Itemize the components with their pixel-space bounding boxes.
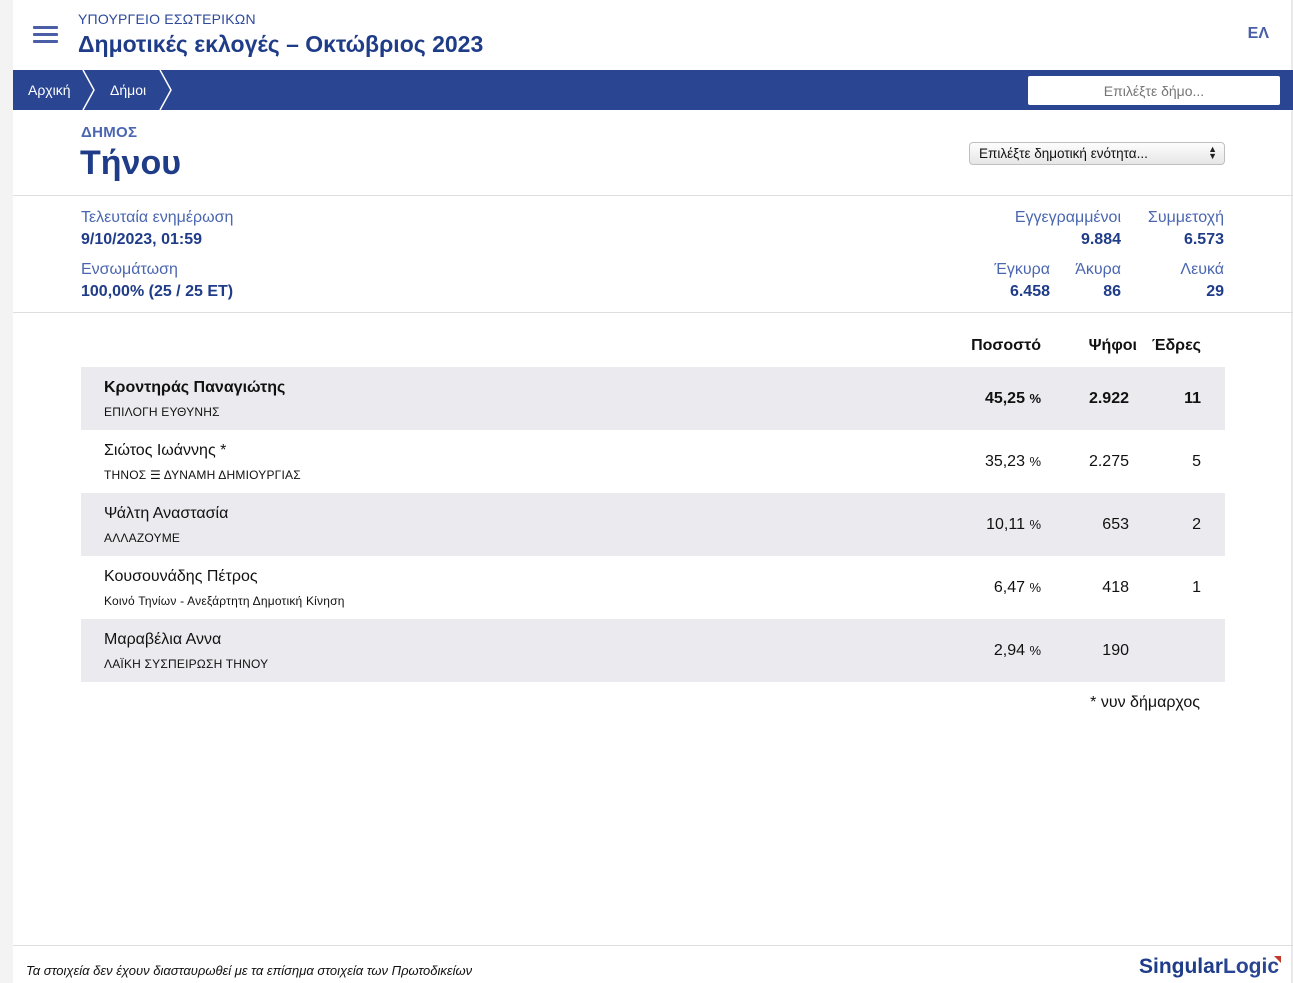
footer-disclaimer: Τα στοιχεία δεν έχουν διασταυρωθεί με τα…	[26, 963, 473, 978]
municipality-label: ΔΗΜΟΣ	[81, 124, 138, 141]
valid-label: Έγκυρα	[994, 261, 1050, 278]
registered-label: Εγγεγραμμένοι	[1014, 209, 1121, 226]
divider	[13, 945, 1293, 946]
divider	[13, 312, 1293, 313]
column-header-votes: Ψήφοι	[1088, 337, 1137, 354]
candidate-seats: 5	[1192, 453, 1201, 470]
language-switch[interactable]: ΕΛ	[1247, 25, 1269, 42]
candidate-party: ΑΛΛΑΖΟΥΜΕ	[104, 531, 181, 545]
column-header-percentage: Ποσοστό	[971, 337, 1041, 354]
candidate-votes: 2.275	[1088, 453, 1129, 470]
municipal-unit-select[interactable]: Επιλέξτε δημοτική ενότητα... ▲ ▼	[969, 142, 1225, 165]
page-title: Δημοτικές εκλογές – Οκτώβριος 2023	[78, 31, 484, 57]
candidate-seats: 11	[1184, 390, 1201, 407]
ministry-name: ΥΠΟΥΡΓΕΙΟ ΕΣΩΤΕΡΙΚΩΝ	[78, 11, 256, 27]
column-header-seats: Έδρες	[1151, 337, 1201, 354]
left-gutter	[0, 0, 13, 983]
chevron-right-icon	[159, 70, 172, 110]
candidate-name: Μαραβέλια Αννα	[104, 631, 222, 648]
municipal-unit-select-value: Επιλέξτε δημοτική ενότητα...	[979, 146, 1148, 161]
candidate-name: Κροντηράς Παναγιώτης	[104, 379, 286, 396]
breadcrumb-home[interactable]: Αρχική	[28, 82, 71, 98]
candidate-votes: 2.922	[1088, 390, 1129, 407]
menu-icon[interactable]	[33, 26, 58, 44]
candidate-name: Κουσουνάδης Πέτρος	[104, 568, 258, 585]
chevron-right-icon	[82, 70, 95, 110]
breadcrumb: Αρχική Δήμοι	[13, 70, 1293, 110]
municipality-name: Τήνου	[80, 144, 182, 182]
breadcrumb-municipalities[interactable]: Δήμοι	[110, 82, 147, 98]
candidate-name: Σιώτος Ιωάννης *	[104, 442, 227, 459]
singularlogic-logo: SingularLogic	[1138, 955, 1281, 978]
candidate-votes: 190	[1102, 642, 1129, 659]
candidate-party: ΕΠΙΛΟΓΗ ΕΥΘΥΝΗΣ	[104, 405, 220, 419]
candidate-party: ΤΗΝΟΣ ☰ ΔΥΝΑΜΗ ΔΗΜΙΟΥΡΓΙΑΣ	[104, 468, 301, 482]
last-update-value: 9/10/2023, 01:59	[81, 231, 202, 248]
candidate-percentage: 6,47 %	[993, 579, 1041, 596]
blank-value: 29	[1206, 283, 1224, 300]
table-row: Κροντηράς Παναγιώτης ΕΠΙΛΟΓΗ ΕΥΘΥΝΗΣ 45,…	[81, 367, 1225, 430]
invalid-label: Άκυρα	[1075, 261, 1121, 278]
blank-label: Λευκά	[1180, 261, 1224, 278]
candidate-percentage: 45,25 %	[984, 390, 1041, 407]
candidate-party: Κοινό Τηνίων - Ανεξάρτητη Δημοτική Κίνησ…	[104, 594, 345, 608]
footnote-current-mayor: * νυν δήμαρχος	[1090, 694, 1200, 711]
table-row: Σιώτος Ιωάννης * ΤΗΝΟΣ ☰ ΔΥΝΑΜΗ ΔΗΜΙΟΥΡΓ…	[81, 430, 1225, 493]
logo-corner-icon	[1274, 956, 1281, 963]
candidate-name: Ψάλτη Αναστασία	[104, 505, 229, 522]
candidate-percentage: 10,11 %	[986, 516, 1041, 533]
turnout-label: Συμμετοχή	[1147, 209, 1224, 226]
integration-label: Ενσωμάτωση	[81, 261, 178, 278]
candidate-votes: 653	[1102, 516, 1129, 533]
valid-value: 6.458	[1009, 283, 1050, 300]
table-row: Μαραβέλια Αννα ΛΑΪΚΗ ΣΥΣΠΕΙΡΩΣΗ ΤΗΝΟΥ 2,…	[81, 619, 1225, 682]
last-update-label: Τελευταία ενημέρωση	[81, 209, 234, 226]
right-edge	[1291, 0, 1293, 983]
invalid-value: 86	[1103, 283, 1121, 300]
registered-value: 9.884	[1080, 231, 1121, 248]
candidate-percentage: 2,94 %	[993, 642, 1041, 659]
candidate-party: ΛΑΪΚΗ ΣΥΣΠΕΙΡΩΣΗ ΤΗΝΟΥ	[104, 657, 269, 671]
candidate-votes: 418	[1102, 579, 1129, 596]
municipality-search-input[interactable]	[1028, 76, 1280, 105]
select-arrows-icon: ▲ ▼	[1208, 144, 1217, 161]
table-row: Κουσουνάδης Πέτρος Κοινό Τηνίων - Ανεξάρ…	[81, 556, 1225, 619]
divider	[13, 195, 1293, 196]
candidate-seats: 2	[1192, 516, 1201, 533]
integration-value: 100,00% (25 / 25 ΕΤ)	[81, 283, 234, 300]
candidate-percentage: 35,23 %	[984, 453, 1041, 470]
table-row: Ψάλτη Αναστασία ΑΛΛΑΖΟΥΜΕ 10,11 % 653 2	[81, 493, 1225, 556]
turnout-value: 6.573	[1183, 231, 1224, 248]
candidate-seats: 1	[1192, 579, 1201, 596]
